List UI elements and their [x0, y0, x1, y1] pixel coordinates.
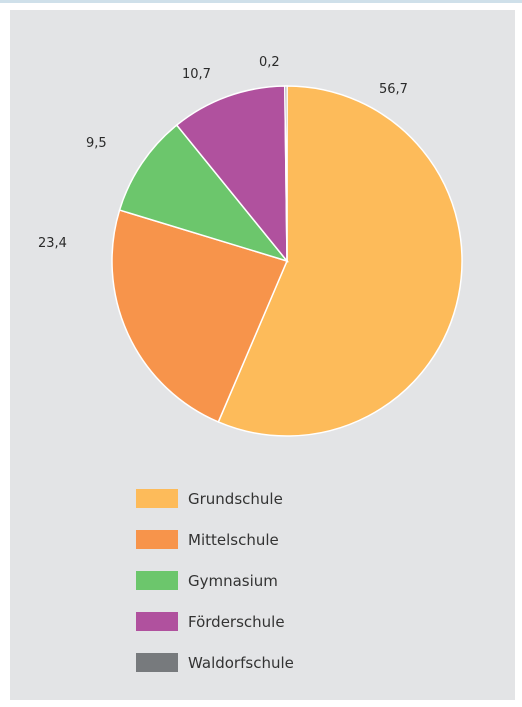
pie-slice-mittelschule [111, 209, 289, 423]
data-label-mittelschule: 23,4 [38, 236, 67, 251]
legend-swatch [136, 489, 178, 508]
legend-item-gymnasium: Gymnasium [136, 560, 396, 601]
pie-slice-grundschule [217, 85, 463, 437]
legend-item-grundschule: Grundschule [136, 478, 396, 519]
legend: Grundschule Mittelschule Gymnasium Fördersc… [136, 478, 396, 683]
data-label-förderschule: 10,7 [182, 67, 211, 82]
data-label-grundschule: 56,7 [379, 82, 408, 97]
legend-item-förderschule: Förderschule [136, 601, 396, 642]
legend-swatch [136, 571, 178, 590]
legend-label: Mittelschule [188, 530, 279, 549]
pie-slice-gymnasium [118, 124, 290, 263]
legend-label: Förderschule [188, 612, 285, 631]
legend-item-mittelschule: Mittelschule [136, 519, 396, 560]
legend-item-waldorfschule: Waldorfschule [136, 642, 396, 683]
data-label-waldorfschule: 0,2 [259, 55, 280, 70]
legend-swatch [136, 530, 178, 549]
legend-swatch [136, 653, 178, 672]
pie-slice-waldorfschule [284, 85, 288, 262]
legend-label: Waldorfschule [188, 653, 294, 672]
legend-label: Gymnasium [188, 571, 278, 590]
pie-slice-förderschule [175, 85, 288, 264]
legend-label: Grundschule [188, 489, 283, 508]
legend-swatch [136, 612, 178, 631]
data-label-gymnasium: 9,5 [86, 136, 107, 151]
top-rule [0, 0, 522, 3]
